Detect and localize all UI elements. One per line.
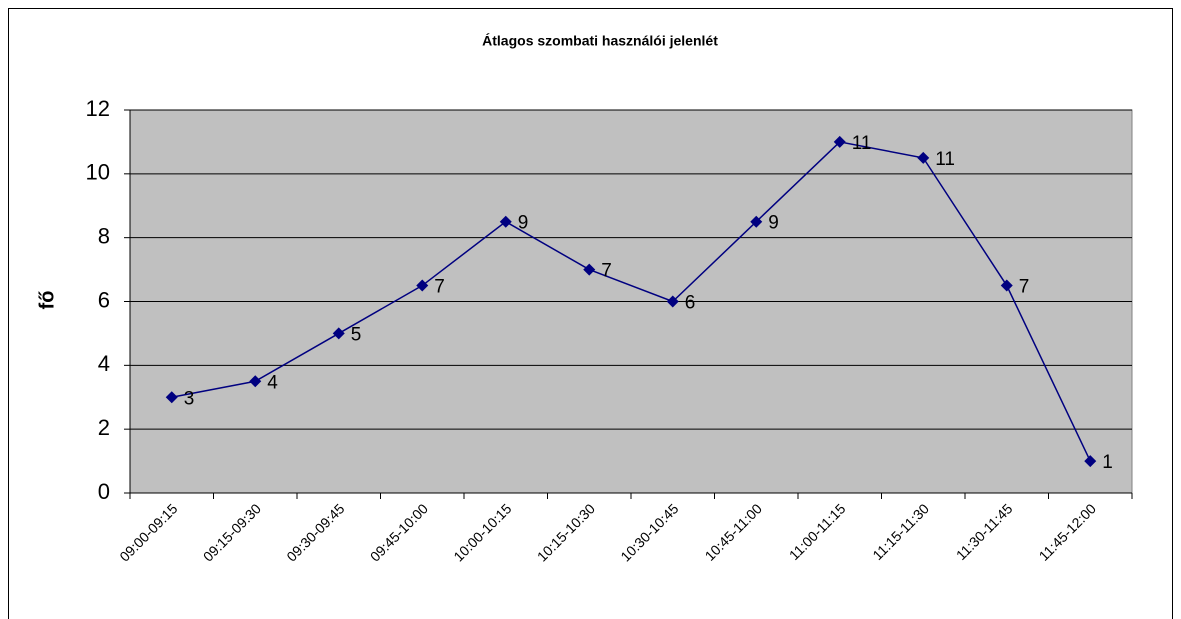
x-tick-label: 10:15-10:30 (534, 500, 598, 564)
marker (1000, 279, 1013, 292)
x-tick-label: 09:45-10:00 (367, 500, 431, 564)
marker (332, 327, 345, 340)
x-tick-label: 11:30-11:45 (953, 500, 1016, 563)
y-tick-label: 6 (98, 287, 110, 312)
data-label: 9 (768, 213, 779, 234)
marker (666, 295, 679, 308)
x-tick-label: 11:00-11:15 (786, 500, 849, 563)
marker (1084, 455, 1097, 468)
data-label: 3 (184, 388, 195, 409)
data-label: 7 (1019, 277, 1030, 298)
x-tick-label: 09:15-09:30 (200, 500, 264, 564)
marker (165, 391, 178, 404)
marker (249, 375, 262, 388)
y-tick-label: 12 (86, 96, 110, 121)
data-label: 11 (935, 149, 955, 170)
y-tick-label: 2 (98, 415, 110, 440)
x-tick-label: 09:00-09:15 (116, 500, 180, 564)
x-tick-label: 11:45-12:00 (1036, 500, 1100, 564)
data-label: 6 (685, 293, 696, 314)
line (171, 141, 1091, 462)
y-tick-label: 10 (86, 160, 110, 185)
marker (833, 135, 846, 148)
data-label: 7 (434, 277, 445, 298)
data-label: 7 (601, 261, 612, 282)
chart-title: Átlagos szombati használói jelenlét (482, 33, 718, 49)
x-tick-label: 09:30-09:45 (283, 500, 347, 564)
marker (583, 263, 596, 276)
data-label: 4 (267, 372, 278, 393)
y-tick-label: 4 (98, 351, 110, 376)
data-label: 11 (852, 133, 872, 154)
marker (750, 215, 763, 228)
marker (499, 215, 512, 228)
x-tick-label: 10:45-11:00 (702, 500, 766, 564)
y-tick-label: 8 (98, 223, 110, 248)
chart-border (8, 8, 1173, 619)
marker (917, 151, 930, 164)
data-label: 9 (518, 213, 529, 234)
y-axis-label: fő (36, 291, 58, 310)
data-label: 1 (1102, 452, 1113, 473)
marker (416, 279, 429, 292)
x-tick-label: 10:30-10:45 (617, 500, 681, 564)
data-label: 5 (351, 324, 362, 345)
x-tick-label: 10:00-10:15 (450, 500, 514, 564)
y-tick-label: 0 (98, 479, 110, 504)
x-tick-label: 11:15-11:30 (869, 500, 932, 563)
